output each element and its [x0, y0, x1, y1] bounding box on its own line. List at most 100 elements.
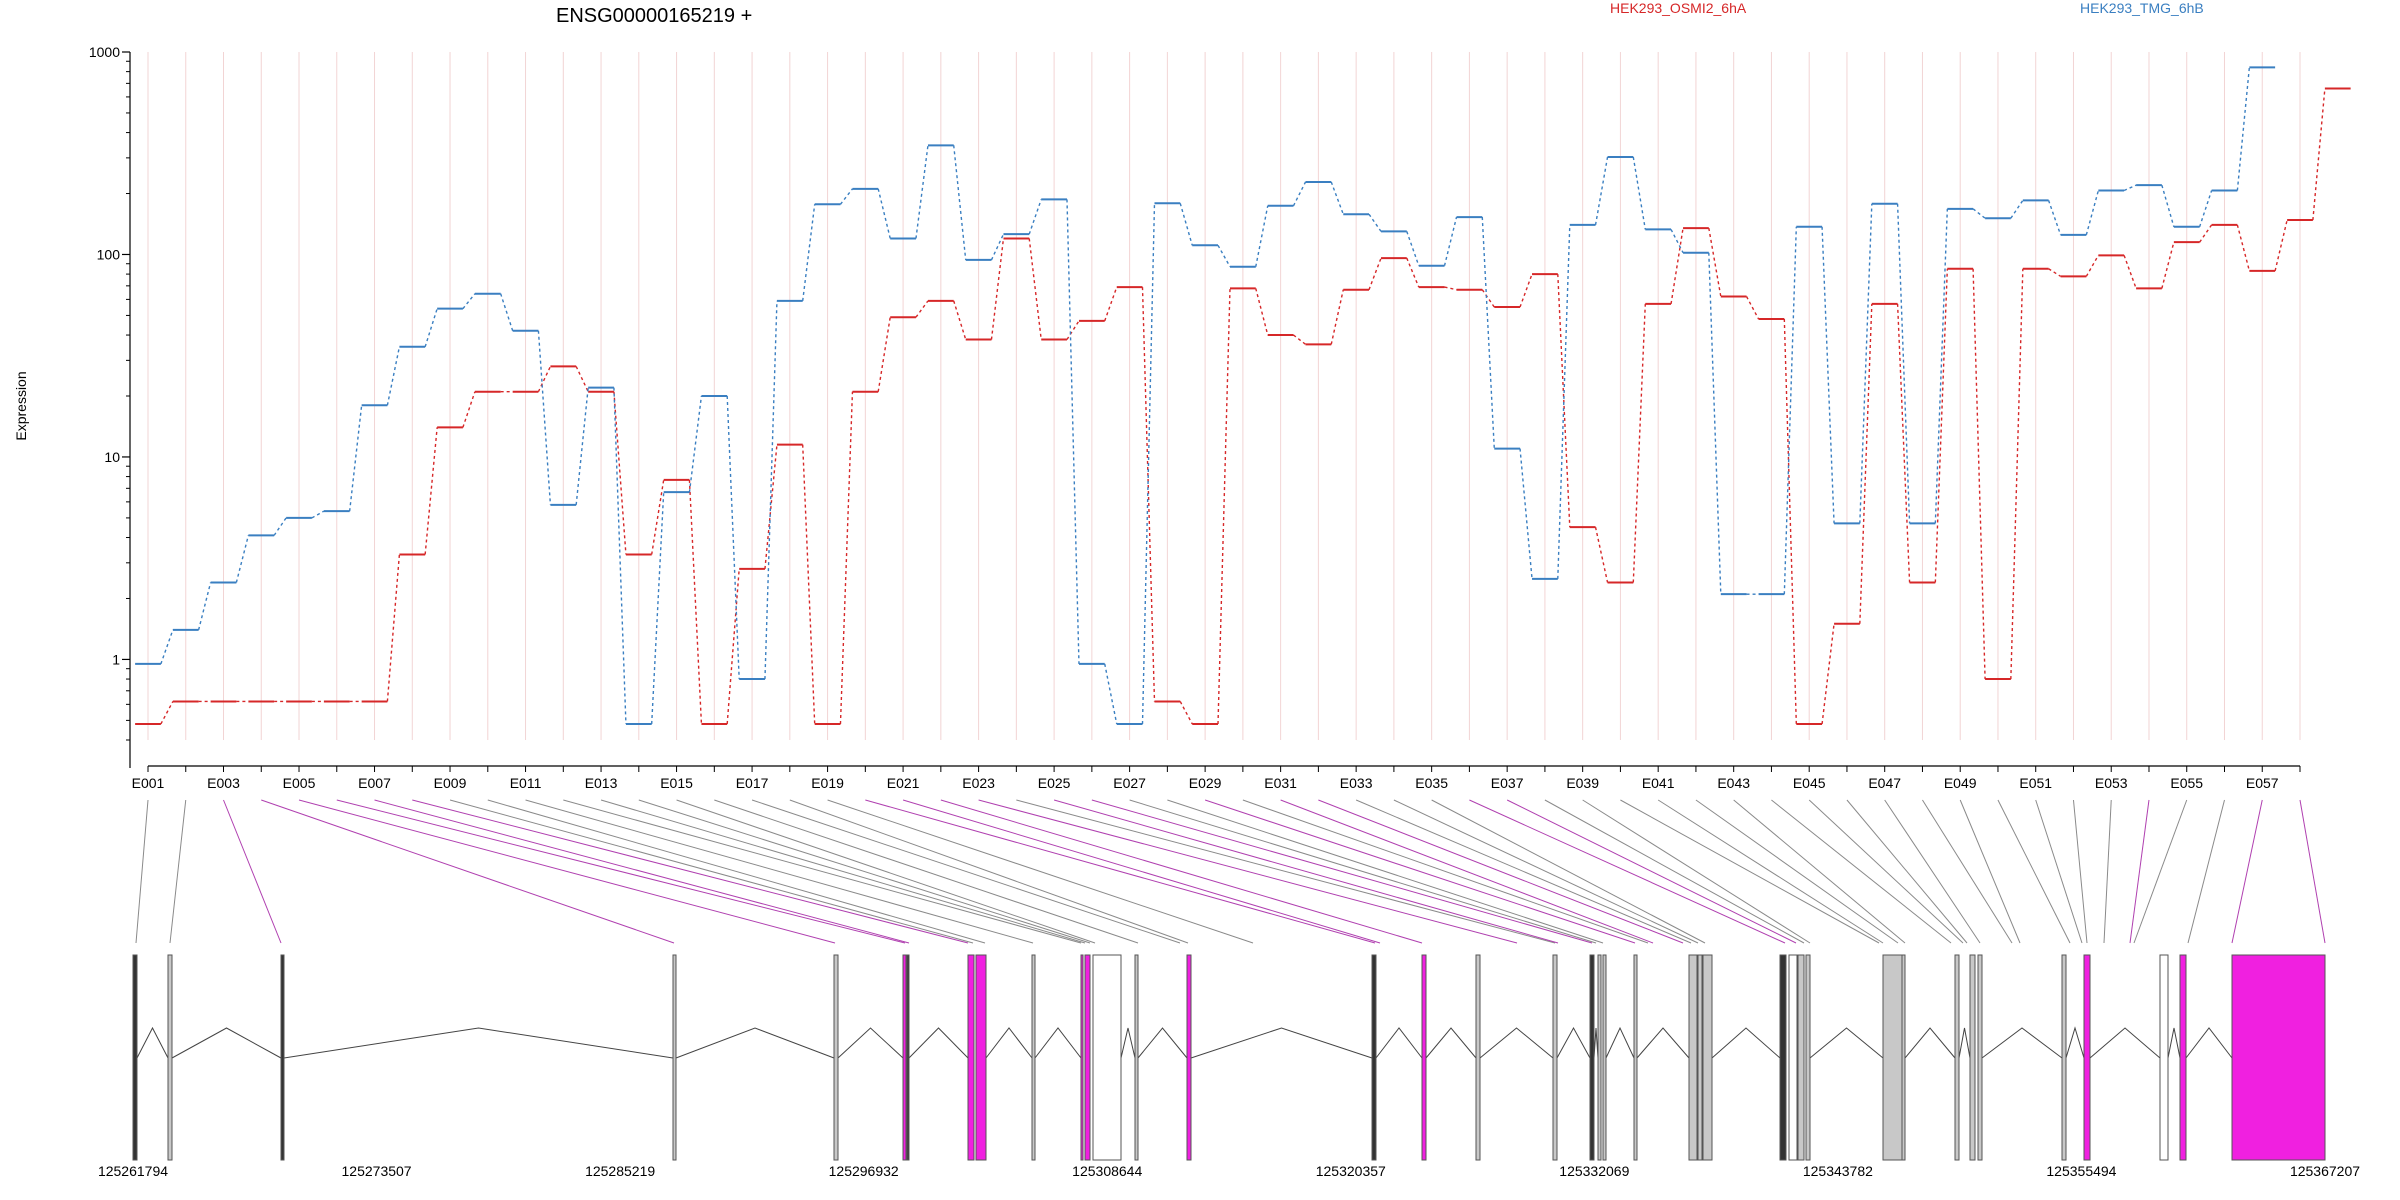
series-connector	[1670, 229, 1684, 254]
series-connector	[1783, 318, 1798, 724]
genomic-coordinate-label: 125320357	[1316, 1163, 1386, 1179]
series-connector	[386, 346, 401, 406]
y-tick-label: 100	[97, 246, 121, 262]
series-connector	[1406, 231, 1420, 266]
exon-connector	[1204, 799, 1636, 944]
exon-label: E045	[1793, 775, 1826, 791]
exon-block	[1882, 954, 1903, 1161]
series-connector	[1934, 208, 1949, 524]
exon-block	[1084, 954, 1091, 1161]
series-connector	[1896, 303, 1911, 583]
exon-label: E007	[358, 775, 391, 791]
exon-connector	[487, 799, 986, 944]
exon-label: E021	[887, 775, 920, 791]
series-connector	[1028, 238, 1042, 340]
exon-block	[1475, 954, 1481, 1161]
exon-label: E049	[1944, 775, 1977, 791]
series-connector	[2312, 88, 2326, 221]
y-tick-label: 1000	[89, 44, 120, 60]
exon-connector	[1318, 799, 1684, 944]
series-connector	[1481, 289, 1495, 308]
intron	[2167, 1027, 2181, 1059]
series-connector	[2085, 190, 2100, 236]
series-connector	[2236, 224, 2251, 272]
series-connector	[1632, 156, 1646, 230]
exon-connector	[1091, 799, 1593, 944]
exon-connector	[563, 799, 1082, 944]
series-connector	[726, 395, 740, 680]
intron	[1904, 1027, 1956, 1059]
series-connector	[1028, 199, 1042, 235]
exon-connector	[751, 799, 1181, 944]
series-connector	[2123, 255, 2137, 289]
exon-connector	[1771, 799, 1952, 944]
genomic-coordinate-label: 125332069	[1559, 1163, 1629, 1179]
series-connector	[1330, 181, 1344, 215]
intron	[1556, 1026, 1591, 1059]
series-connector	[462, 293, 476, 310]
genomic-coordinate-label: 125285219	[585, 1163, 655, 1179]
series-connector	[348, 405, 363, 512]
series-connector	[1594, 156, 1609, 226]
exon-label: E009	[434, 775, 467, 791]
axes: 1 10 100 1000 E001 E003 E005 E007 E009 E011 E013 E0…	[89, 44, 2301, 791]
series-connector	[764, 444, 778, 569]
series-connector	[537, 330, 552, 505]
series-connector	[1179, 203, 1193, 246]
exon-block	[1977, 954, 1983, 1161]
series-connector	[1934, 268, 1949, 583]
series-connector	[1255, 288, 1269, 336]
series-connector	[726, 568, 740, 725]
series-connector	[537, 366, 552, 393]
exon-label: E029	[1189, 775, 1222, 791]
exon-connector	[2103, 799, 2112, 944]
series-connector	[1217, 244, 1231, 268]
exon-connector	[261, 799, 675, 944]
series-connector	[877, 317, 891, 392]
series-connector	[1292, 181, 1307, 207]
exon-block	[1134, 954, 1139, 1161]
exon-label: E001	[132, 775, 165, 791]
exon-block	[1633, 954, 1638, 1161]
exon-label: E053	[2095, 775, 2128, 791]
exon-block	[132, 954, 138, 1161]
series-connector	[1066, 199, 1080, 664]
exon-connector	[714, 799, 1139, 944]
series-connector	[424, 427, 438, 555]
exon-block	[1031, 954, 1036, 1161]
exon-connector	[449, 799, 974, 944]
genomic-coordinate-label: 125261794	[98, 1163, 168, 1179]
series-connector	[688, 479, 703, 725]
series-connector	[802, 444, 816, 724]
genomic-coordinate-label: 125308644	[1072, 1163, 1142, 1179]
series-connector	[2010, 199, 2024, 219]
exon-label: E057	[2246, 775, 2279, 791]
series-connector	[1255, 205, 1269, 267]
exon-block	[975, 954, 987, 1161]
series-connector	[311, 510, 325, 519]
series-connector	[650, 492, 665, 725]
exon-block	[672, 954, 677, 1161]
series-connector	[2047, 200, 2062, 236]
genomic-coordinate-label: 125367207	[2290, 1163, 2360, 1179]
legend-series-b: HEK293_TMG_6hB	[2080, 0, 2204, 16]
exon-connector	[638, 799, 1091, 944]
exon-connector	[1620, 799, 1880, 944]
exon-connector	[1808, 799, 1964, 944]
exon-block	[2179, 954, 2187, 1161]
series-connector	[990, 233, 1005, 261]
series-connector	[1481, 217, 1495, 449]
exon-block	[280, 954, 285, 1161]
exon-connector	[2299, 799, 2326, 944]
series-connector	[1141, 203, 1156, 724]
series-b	[135, 66, 2276, 725]
exon-connector	[1469, 799, 1786, 944]
series-connector	[1444, 286, 1457, 291]
series-connector	[990, 238, 1005, 340]
exon-block	[902, 954, 907, 1161]
intron	[171, 1027, 282, 1059]
y-axis-label: Expression	[13, 371, 29, 440]
intron	[1425, 1027, 1477, 1059]
series-connector	[1406, 257, 1420, 288]
